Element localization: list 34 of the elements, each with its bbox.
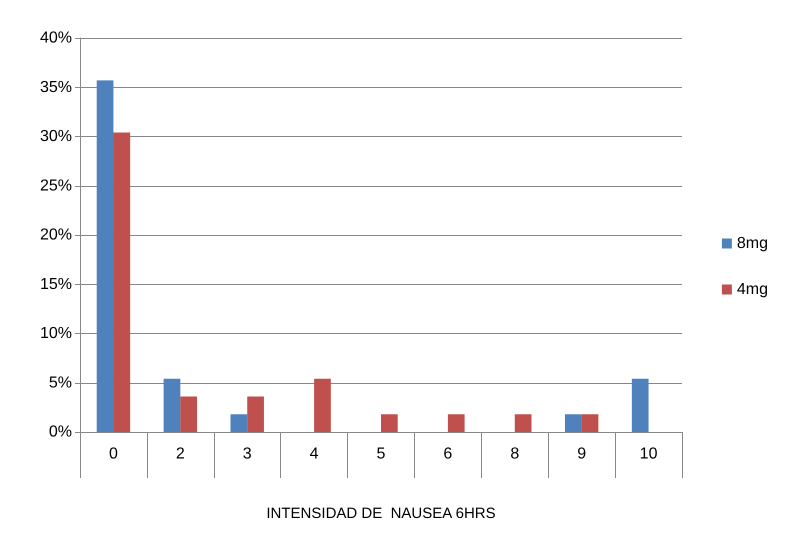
x-tick-label: 8 — [510, 446, 520, 462]
y-tick-label: 15% — [40, 276, 72, 293]
y-tick-label: 10% — [40, 325, 72, 342]
bar — [632, 378, 649, 432]
x-tick-label: 3 — [242, 446, 252, 462]
bar — [514, 414, 532, 432]
y-tick-label: 35% — [40, 78, 72, 96]
x-tick-label: 10 — [640, 446, 658, 462]
x-axis-title: INTENSIDAD DE NAUSEA 6HRS — [266, 505, 496, 522]
y-tick-label: 5% — [48, 374, 72, 392]
x-tick-label: 0 — [108, 446, 118, 462]
bar — [247, 396, 264, 432]
bar — [180, 396, 198, 432]
bar — [381, 414, 398, 432]
x-tick-label: 6 — [443, 446, 452, 462]
bar — [582, 414, 598, 432]
x-tick-label: 4 — [310, 446, 319, 462]
y-tick-label: 0% — [48, 424, 72, 440]
legend-label: 8mg — [736, 235, 768, 252]
legend-label: 4mg — [736, 281, 768, 298]
bar — [164, 378, 180, 432]
x-tick-label: 5 — [376, 446, 386, 462]
bar — [448, 414, 465, 432]
y-tick-label: 20% — [40, 226, 72, 244]
y-tick-label: 25% — [40, 177, 72, 194]
bar — [96, 80, 114, 432]
y-tick-label: 40% — [40, 30, 72, 46]
x-tick-label: 2 — [176, 446, 185, 462]
bar — [314, 378, 331, 432]
y-tick-label: 30% — [40, 128, 72, 145]
x-tick-label: 9 — [577, 446, 586, 462]
bar — [230, 414, 248, 432]
bar — [564, 414, 582, 432]
bar — [113, 132, 130, 432]
